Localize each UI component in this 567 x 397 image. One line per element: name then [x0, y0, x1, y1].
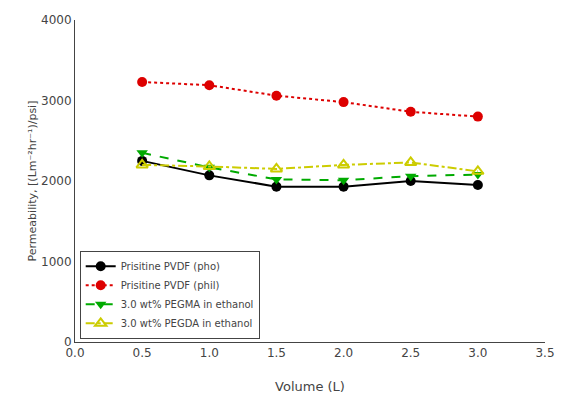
- svg-text:0: 0: [64, 335, 72, 349]
- svg-text:3.0: 3.0: [468, 346, 487, 360]
- svg-text:3.0 wt% PEGDA in ethanol: 3.0 wt% PEGDA in ethanol: [121, 318, 253, 329]
- svg-text:3000: 3000: [41, 94, 72, 108]
- svg-text:3.5: 3.5: [535, 346, 554, 360]
- svg-text:1000: 1000: [41, 255, 72, 269]
- svg-text:1.5: 1.5: [267, 346, 286, 360]
- svg-text:0.0: 0.0: [65, 346, 84, 360]
- svg-text:2.5: 2.5: [401, 346, 420, 360]
- svg-text:Prisitine PVDF (phil): Prisitine PVDF (phil): [121, 280, 220, 291]
- svg-text:Volume (L): Volume (L): [275, 379, 345, 394]
- svg-text:2000: 2000: [41, 174, 72, 188]
- svg-text:2.0: 2.0: [334, 346, 353, 360]
- svg-text:0.5: 0.5: [133, 346, 152, 360]
- svg-text:Prisitine PVDF (pho): Prisitine PVDF (pho): [121, 261, 220, 272]
- svg-text:Permeability, [(Lm⁻²hr⁻¹)/psi]: Permeability, [(Lm⁻²hr⁻¹)/psi]: [26, 101, 39, 262]
- svg-text:3.0 wt% PEGMA in ethanol: 3.0 wt% PEGMA in ethanol: [121, 299, 254, 310]
- svg-text:1.0: 1.0: [200, 346, 219, 360]
- svg-text:4000: 4000: [41, 13, 72, 27]
